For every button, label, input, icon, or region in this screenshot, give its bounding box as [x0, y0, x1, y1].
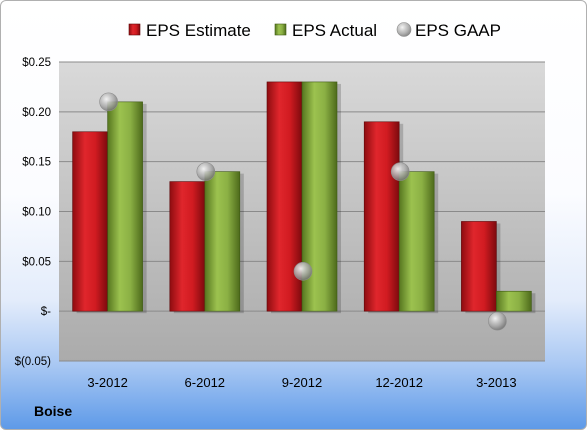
- y-tick-label: $(0.05): [15, 356, 52, 368]
- bars: [72, 81, 536, 314]
- y-axis: $0.25 $0.20 $0.15 $0.10 $0.05 $- $(0.05): [15, 57, 52, 368]
- legend: EPS Estimate EPS Actual EPS GAAP: [128, 21, 501, 40]
- marker-eps-gaap-6-2012: [196, 162, 216, 181]
- bar-eps-estimate-12-2012: [363, 121, 400, 312]
- y-tick-label: $0.15: [22, 157, 51, 169]
- marker-eps-gaap-3-2013: [488, 311, 507, 331]
- x-tick-label: 9-2012: [282, 375, 322, 390]
- y-tick-label: $0.05: [22, 256, 51, 268]
- x-tick-label: 6-2012: [185, 375, 225, 390]
- legend-label-eps-gaap: EPS GAAP: [415, 21, 501, 40]
- x-tick-label: 3-2012: [87, 375, 127, 390]
- legend-swatch-eps-estimate: [128, 23, 141, 36]
- bar-eps-estimate-3-2013: [461, 221, 497, 312]
- marker-eps-gaap-3-2012: [99, 92, 118, 112]
- legend-label-eps-actual: EPS Actual: [292, 21, 377, 40]
- y-tick-label: $0.20: [22, 107, 51, 119]
- bar-eps-estimate-6-2012: [169, 181, 206, 312]
- bar-eps-actual-12-2012: [398, 171, 435, 312]
- bar-eps-actual-6-2012: [204, 171, 241, 312]
- marker-eps-gaap-9-2012: [293, 261, 313, 281]
- y-tick-label: $0.25: [22, 57, 51, 69]
- x-tick-label: 12-2012: [375, 375, 423, 390]
- bar-eps-estimate-3-2012: [72, 131, 108, 312]
- marker-eps-gaap-12-2012: [390, 162, 410, 181]
- gaap-markers: [99, 92, 507, 331]
- y-tick-label: $-: [41, 306, 51, 318]
- company-label: Boise: [34, 403, 73, 419]
- legend-swatch-eps-actual: [274, 23, 287, 36]
- y-tick-label: $0.10: [22, 207, 51, 219]
- x-axis: 3-2012 6-2012 9-2012 12-2012 3-2013: [87, 375, 516, 390]
- legend-label-eps-estimate: EPS Estimate: [146, 21, 251, 40]
- x-tick-label: 3-2013: [476, 375, 516, 390]
- legend-swatch-eps-gaap: [396, 22, 412, 37]
- bar-eps-actual-3-2013: [496, 290, 532, 312]
- bar-eps-actual-3-2012: [107, 101, 143, 312]
